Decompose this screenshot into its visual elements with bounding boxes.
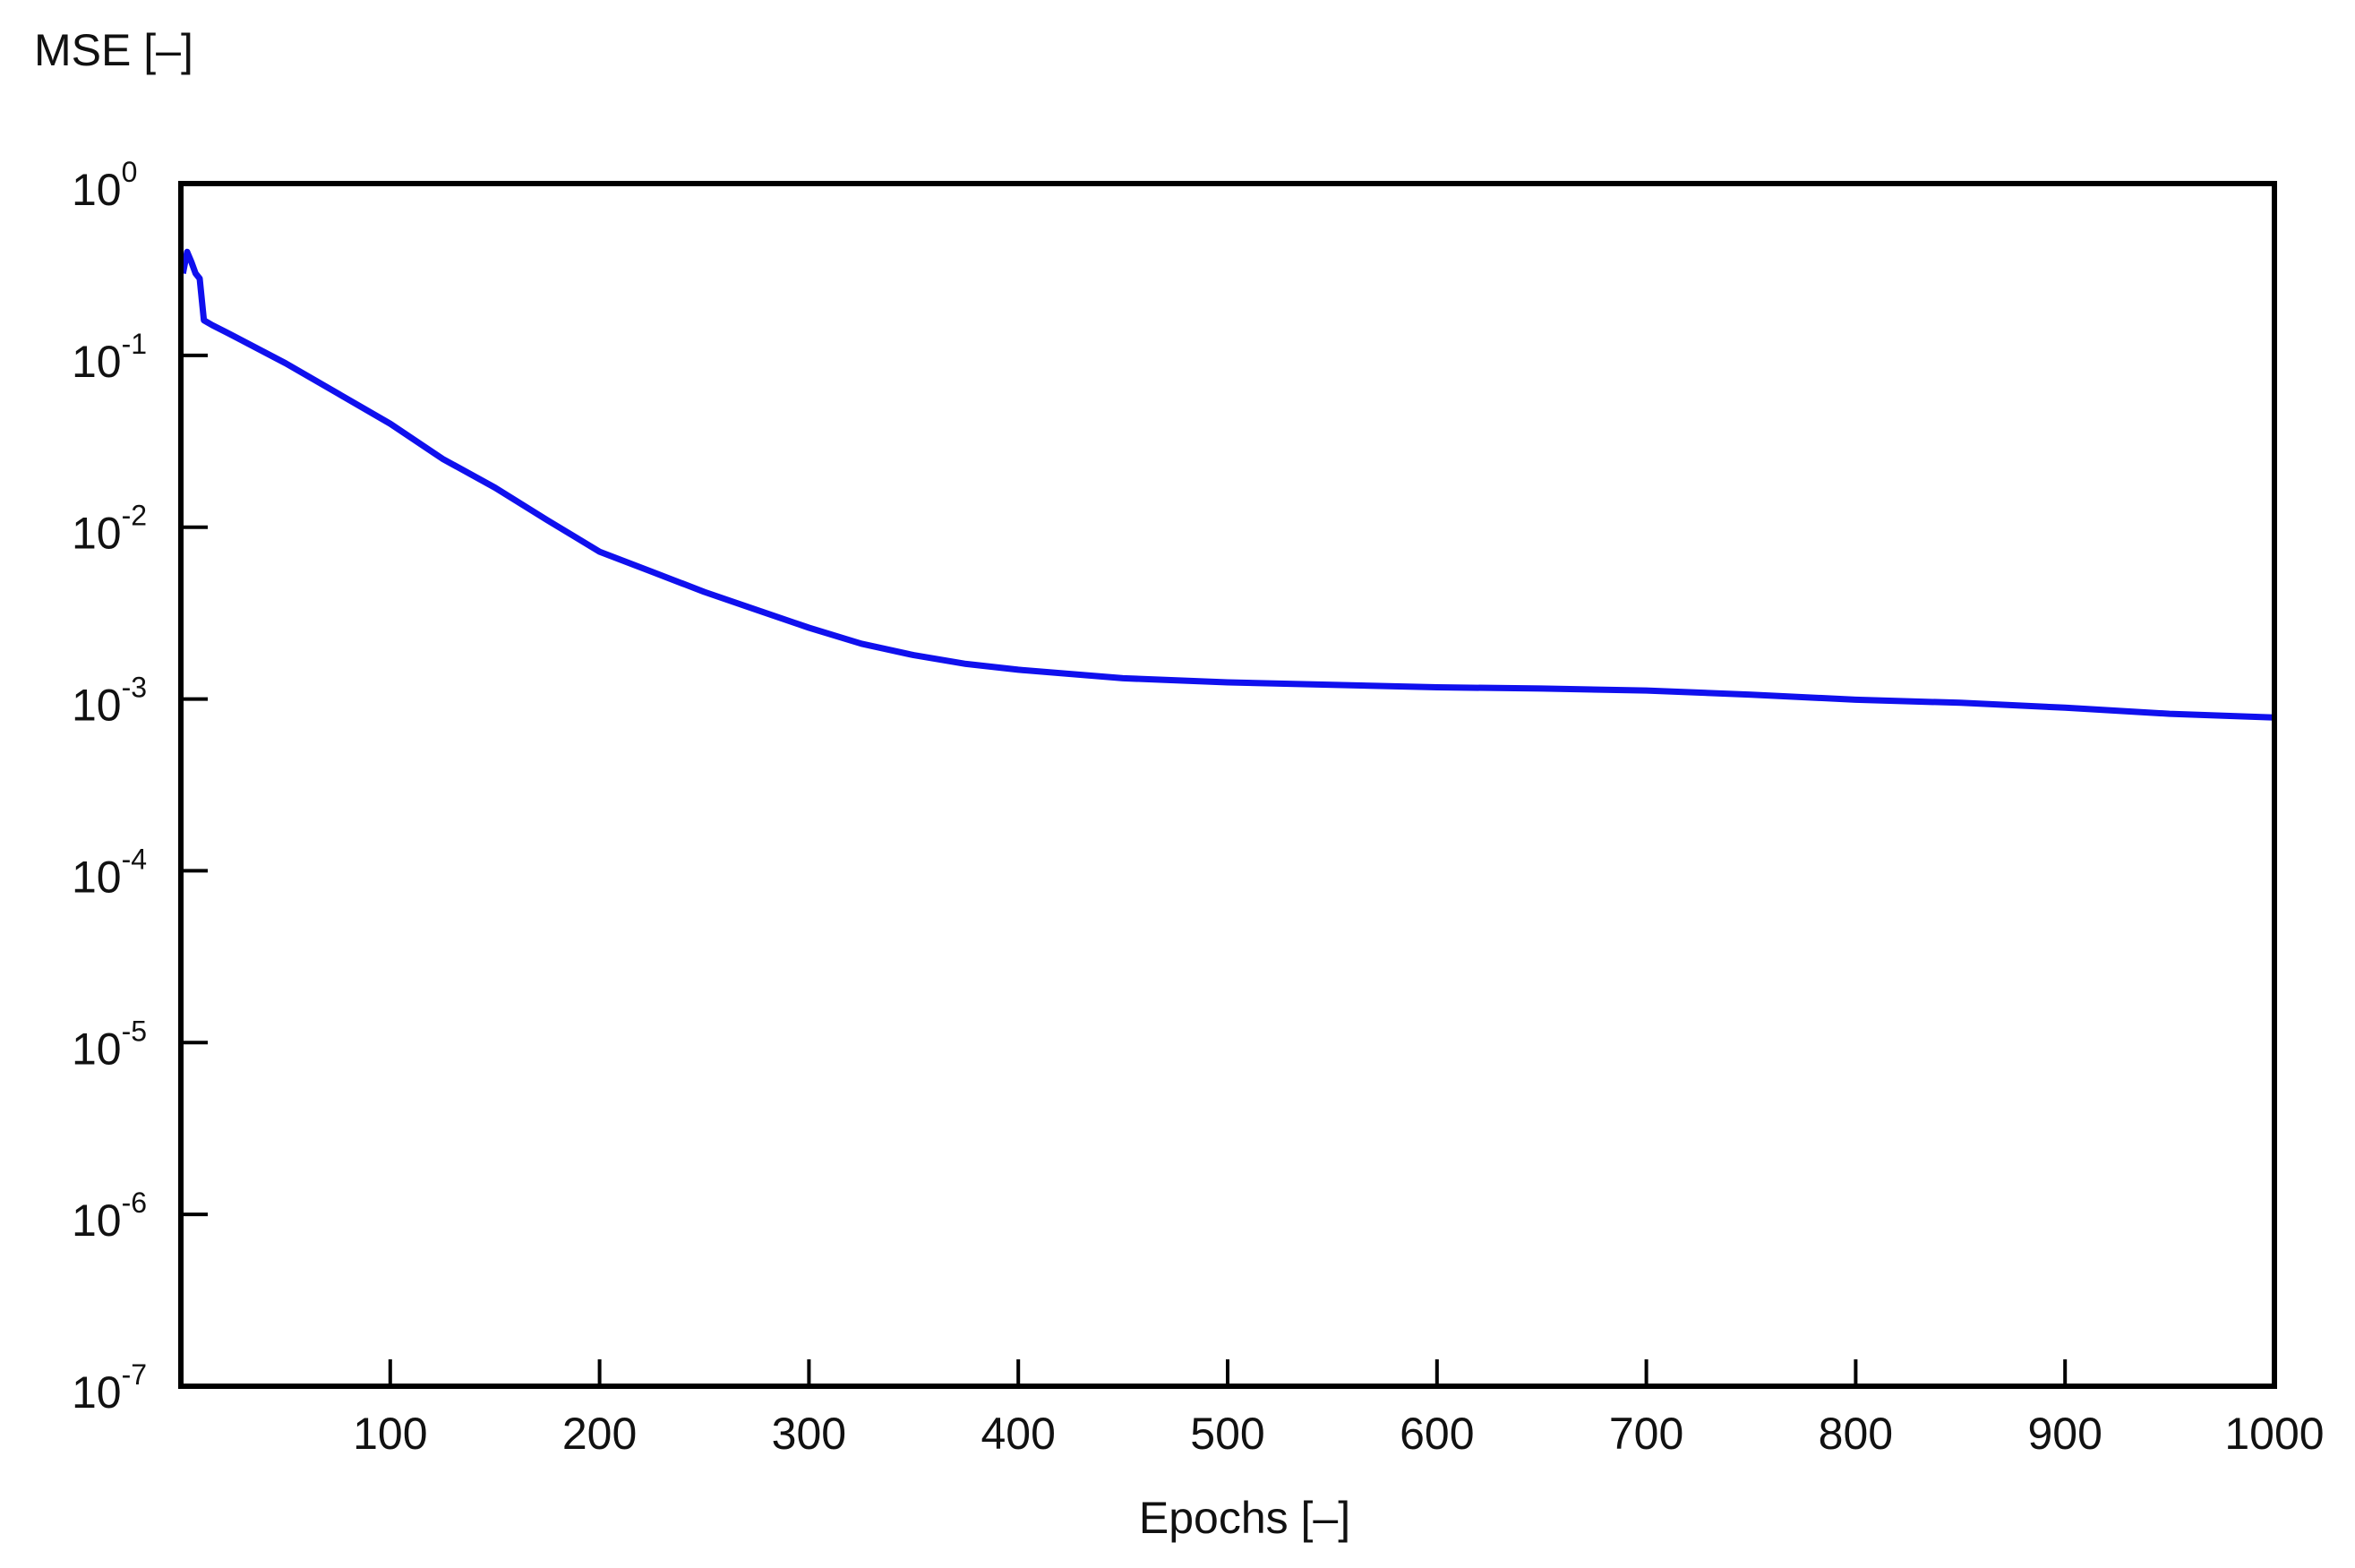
y-tick-label: 10-4: [72, 843, 147, 902]
y-tick-label: 10-5: [72, 1015, 147, 1074]
y-tick-label: 10-1: [72, 328, 147, 387]
y-axis: 100 10-1 10-2 10-3 10-4 10-5 10-6 10-7: [72, 156, 208, 1418]
x-tick-label: 200: [562, 1409, 637, 1459]
x-tick-label: 900: [2027, 1409, 2102, 1459]
x-tick-label: 500: [1190, 1409, 1264, 1459]
plot-area: [179, 248, 2275, 721]
x-tick-label: 600: [1400, 1409, 1474, 1459]
y-tick-label: 100: [72, 156, 137, 215]
y-tick-label: 10-7: [72, 1358, 147, 1418]
x-axis-title: Epochs [–]: [1139, 1493, 1350, 1543]
y-tick-label: 10-6: [72, 1187, 147, 1246]
y-tick-label: 10-2: [72, 500, 147, 559]
x-tick-label: 1000: [2224, 1409, 2324, 1459]
plot-frame: [178, 181, 2277, 1389]
y-tick-label: 10-3: [72, 672, 147, 731]
x-tick-label: 800: [1819, 1409, 1893, 1459]
x-axis: 100 200 300 400 500 600 700 800 900 1000: [353, 1359, 2325, 1459]
x-tick-label: 100: [353, 1409, 427, 1459]
x-tick-label: 300: [772, 1409, 846, 1459]
series-line-mse: [179, 248, 2275, 721]
x-tick-label: 400: [981, 1409, 1055, 1459]
y-axis-title: MSE [–]: [34, 25, 193, 75]
x-tick-label: 700: [1609, 1409, 1683, 1459]
